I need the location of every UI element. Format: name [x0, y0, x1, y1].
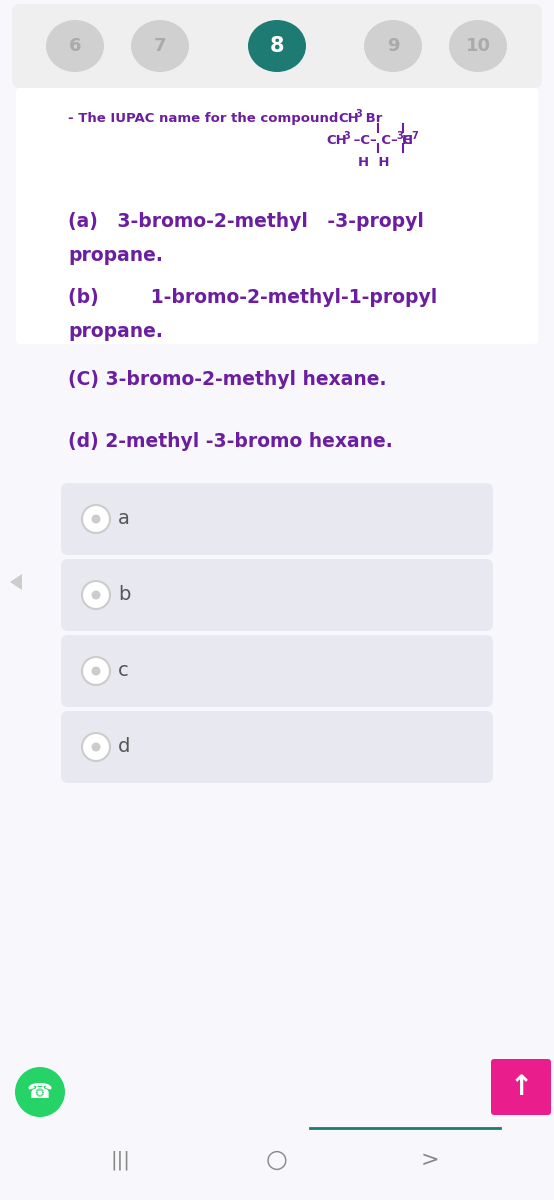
- Circle shape: [82, 581, 110, 608]
- Text: c: c: [118, 661, 129, 680]
- Text: - The IUPAC name for the compound: - The IUPAC name for the compound: [68, 112, 338, 125]
- Ellipse shape: [248, 20, 306, 72]
- Polygon shape: [10, 574, 22, 590]
- FancyBboxPatch shape: [61, 482, 493, 554]
- FancyBboxPatch shape: [61, 635, 493, 707]
- Ellipse shape: [364, 20, 422, 72]
- Text: |||: |||: [110, 1151, 130, 1170]
- Circle shape: [15, 1067, 65, 1117]
- Text: 3: 3: [343, 131, 350, 140]
- Text: CH: CH: [338, 112, 359, 125]
- Text: 6: 6: [69, 37, 81, 55]
- Text: –C– C– C: –C– C– C: [349, 134, 412, 146]
- Text: 3: 3: [396, 131, 403, 140]
- Ellipse shape: [46, 20, 104, 72]
- Ellipse shape: [449, 20, 507, 72]
- FancyBboxPatch shape: [491, 1058, 551, 1115]
- Text: (C) 3-bromo-2-methyl hexane.: (C) 3-bromo-2-methyl hexane.: [68, 370, 387, 389]
- Circle shape: [82, 733, 110, 761]
- Circle shape: [91, 590, 100, 600]
- Text: propane.: propane.: [68, 246, 163, 265]
- Text: (d) 2-methyl -3-bromo hexane.: (d) 2-methyl -3-bromo hexane.: [68, 432, 393, 451]
- Text: H  H: H H: [358, 156, 389, 169]
- Text: (a)   3-bromo-2-methyl   -3-propyl: (a) 3-bromo-2-methyl -3-propyl: [68, 212, 424, 230]
- Text: 9: 9: [387, 37, 399, 55]
- Text: 10: 10: [465, 37, 490, 55]
- Text: 7: 7: [411, 131, 418, 140]
- Text: (b)        1-bromo-2-methyl-1-propyl: (b) 1-bromo-2-methyl-1-propyl: [68, 288, 437, 307]
- Text: ☎: ☎: [27, 1082, 53, 1102]
- Text: ○: ○: [266, 1148, 288, 1172]
- Circle shape: [82, 505, 110, 533]
- Circle shape: [82, 658, 110, 685]
- Text: >: >: [420, 1150, 439, 1170]
- Text: 8: 8: [270, 36, 284, 56]
- Text: H: H: [402, 134, 413, 146]
- Text: ↑: ↑: [509, 1073, 532, 1102]
- FancyBboxPatch shape: [12, 4, 542, 88]
- Text: propane.: propane.: [68, 322, 163, 341]
- Text: 3: 3: [355, 109, 362, 119]
- Circle shape: [91, 666, 100, 676]
- Text: Br: Br: [361, 112, 382, 125]
- Ellipse shape: [131, 20, 189, 72]
- FancyBboxPatch shape: [16, 88, 538, 344]
- Text: a: a: [118, 510, 130, 528]
- Circle shape: [91, 743, 100, 751]
- Text: CH: CH: [326, 134, 347, 146]
- FancyBboxPatch shape: [61, 559, 493, 631]
- Text: 7: 7: [154, 37, 166, 55]
- Text: d: d: [118, 738, 130, 756]
- Circle shape: [91, 515, 100, 523]
- Text: b: b: [118, 586, 130, 605]
- FancyBboxPatch shape: [61, 710, 493, 782]
